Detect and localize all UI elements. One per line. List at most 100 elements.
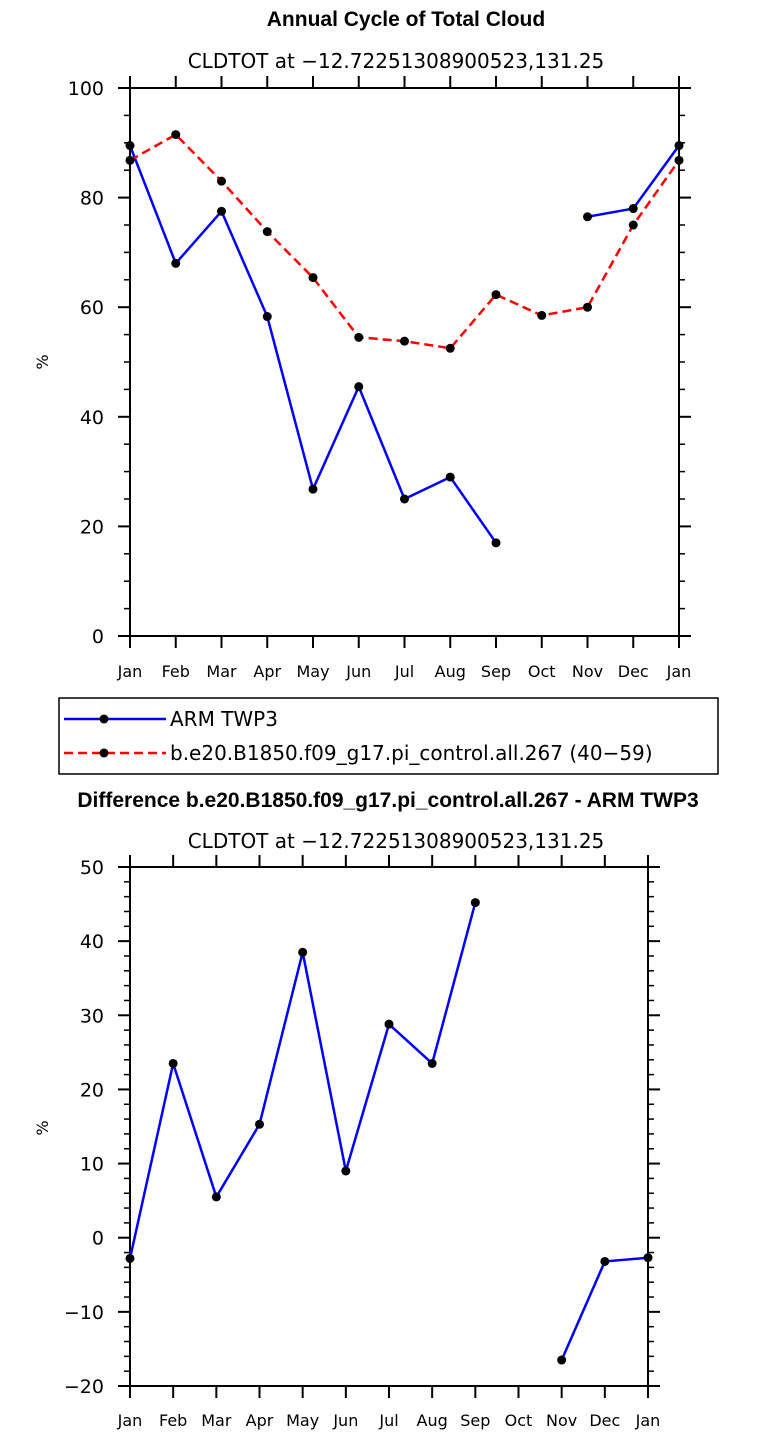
y-tick-label: 10 [80,1154,104,1176]
data-point [171,130,181,140]
x-tick-label: Aug [435,662,466,681]
chart-top-series-0 [125,141,684,548]
legend: ARM TWP3 b.e20.B1850.f09_g17.pi_control.… [58,697,719,775]
x-tick-label: Dec [589,1411,620,1430]
x-tick-label: Apr [253,662,281,681]
data-point [255,1119,264,1129]
x-tick-label: Jan [635,1411,661,1430]
data-point [628,220,638,230]
data-point [298,947,308,957]
y-tick-label: −20 [64,1376,104,1398]
y-tick-label: 20 [80,516,104,538]
legend-entry-arm: ARM TWP3 [64,707,278,731]
chart-bottom-title: Difference b.e20.B1850.f09_g17.pi_contro… [77,789,698,812]
data-point [125,155,135,165]
chart-bottom-series-0 [125,898,653,1365]
x-tick-label: May [286,1411,319,1430]
data-point [262,227,272,237]
x-tick-label: Feb [162,662,190,681]
legend-label-arm: ARM TWP3 [170,707,278,731]
x-tick-label: Sep [460,1411,490,1430]
y-tick-label: −10 [64,1302,104,1324]
x-tick-label: Apr [246,1411,274,1430]
x-tick-label: Mar [206,662,237,681]
x-tick-label: Mar [201,1411,232,1430]
y-tick-label: 40 [80,931,104,953]
data-point [628,204,638,214]
data-point [674,155,684,165]
data-point [308,273,318,283]
x-tick-label: Jun [345,662,371,681]
chart-top-series-1 [125,130,684,353]
legend-marker-arm [99,714,109,724]
chart-bottom-series [125,898,653,1365]
chart-top-y-axis-label: % [33,354,52,369]
x-tick-label: Sep [481,662,511,681]
data-point [537,310,547,320]
x-tick-label: Feb [159,1411,187,1430]
y-tick-label: 60 [80,297,104,319]
x-tick-label: Nov [572,662,603,681]
y-tick-label: 0 [92,1228,104,1250]
data-point [211,1192,221,1202]
x-tick-label: Jan [117,1411,143,1430]
y-tick-label: 80 [80,188,104,210]
chart-top: Annual Cycle of Total Cloud CLDTOT at −1… [33,8,691,681]
chart-bottom-x-tick-labels: Jan Feb Mar Apr May Jun Jul Aug Sep Oct Nov Dec Jan [117,1411,661,1430]
y-tick-label: 20 [80,1079,104,1101]
x-tick-label: Nov [546,1411,577,1430]
data-point [445,472,455,482]
chart-top-series [125,130,684,548]
x-tick-label: Jun [332,1411,358,1430]
x-tick-label: Jan [666,662,692,681]
series-line [128,145,498,544]
chart-bottom-ticks [118,855,660,1398]
data-point [171,258,181,268]
x-tick-label: Oct [505,1411,533,1430]
data-point [491,290,501,300]
x-tick-label: Aug [417,1411,448,1430]
data-point [600,1256,610,1266]
chart-top-y-tick-labels: 0 20 40 60 80 100 [68,78,104,648]
data-point [427,1058,437,1068]
legend-entry-model: b.e20.B1850.f09_g17.pi_control.all.267 (… [64,741,653,765]
x-tick-label: Oct [528,662,556,681]
data-point [262,312,272,322]
data-point [341,1166,351,1176]
series-line [129,133,681,350]
x-tick-label: Dec [618,662,649,681]
chart-top-subtitle: CLDTOT at −12.72251308900523,131.25 [188,49,605,73]
data-point [125,141,135,151]
data-point [384,1019,394,1029]
x-tick-label: May [296,662,329,681]
x-tick-label: Jul [378,1411,398,1430]
data-point [643,1253,653,1263]
data-point [308,484,318,494]
data-point [674,141,684,151]
data-point [217,206,226,216]
y-tick-label: 40 [80,407,104,429]
y-tick-label: 30 [80,1005,104,1027]
data-point [217,176,226,186]
legend-label-model: b.e20.B1850.f09_g17.pi_control.all.267 (… [170,741,653,765]
chart-top-title: Annual Cycle of Total Cloud [267,8,545,31]
x-tick-label: Jan [117,662,143,681]
y-tick-label: 0 [92,626,104,648]
data-point [583,212,592,222]
data-point [491,538,501,548]
x-tick-label: Jul [394,662,414,681]
data-point [354,332,364,342]
data-point [400,336,409,346]
chart-bottom-y-axis-label: % [33,1120,52,1135]
data-point [445,343,455,353]
data-point [470,898,480,908]
legend-box [58,697,719,775]
y-tick-label: 100 [68,78,104,100]
data-point [168,1058,178,1068]
chart-bottom-y-tick-labels: −20 −10 0 10 20 30 40 50 [64,857,104,1398]
data-point [354,382,364,392]
data-point [400,494,409,504]
chart-bottom: Difference b.e20.B1850.f09_g17.pi_contro… [33,789,699,1430]
series-line [560,1256,649,1361]
